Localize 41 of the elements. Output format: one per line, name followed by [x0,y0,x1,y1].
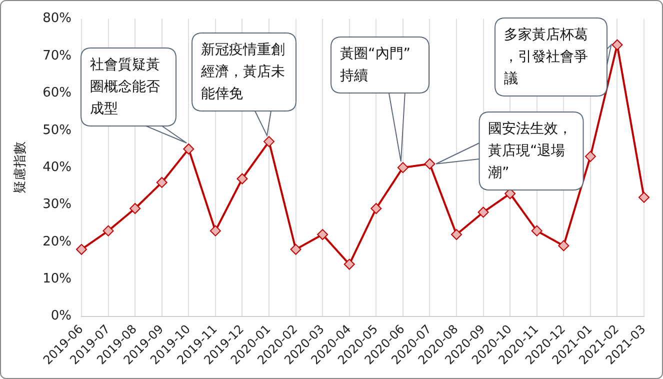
annotation: 社會質疑黃圈概念能否成型 [90,56,160,119]
speech-bubble: 黃圈“內門”持續 [330,36,430,163]
y-tick-label: 30% [42,197,72,212]
speech-bubble: 國安法生效，黃店現“退場潮” [434,111,584,191]
point [370,202,382,214]
point [183,143,194,154]
point [290,244,302,255]
y-tick-label: 40% [42,160,72,175]
y-tick-label: 70% [42,48,72,64]
y-tick-label: 50% [42,122,72,138]
point [263,136,274,148]
y-tick-label: 10% [42,272,72,287]
point [102,225,114,236]
y-tick-label: 60% [42,86,72,101]
annotation: 黃圈“內門”持續 [340,45,411,86]
speech-bubble: 多家黃店杯葛，引發社會爭議 [494,17,612,97]
y-tick-label: 0% [50,308,72,324]
point [584,150,596,162]
point [531,225,542,236]
y-tick-label: 80% [42,11,72,26]
point [317,229,328,240]
point [210,225,221,236]
annotation: 新冠疫情重創經濟，黃店未能倖免 [201,41,285,104]
speech-bubble: 新冠疫情重創經濟，黃店未能倖免 [191,32,297,137]
point [638,192,650,203]
point [344,258,355,270]
speech-bubble: 社會質疑黃圈概念能否成型 [80,47,188,144]
point [558,240,570,252]
annotation: 國安法生效，黃店現“退場潮” [488,120,572,183]
point [424,158,436,170]
point [130,202,141,214]
point [612,39,623,50]
y-tick-label: 20% [42,234,72,250]
y-axis-title: 疑慮指數 [13,142,28,194]
point [451,229,462,240]
point [478,206,489,218]
annotation: 多家黃店杯葛，引發社會爭議 [504,26,588,89]
point [156,176,168,188]
point [76,244,87,255]
point [236,173,248,184]
point [397,162,408,174]
